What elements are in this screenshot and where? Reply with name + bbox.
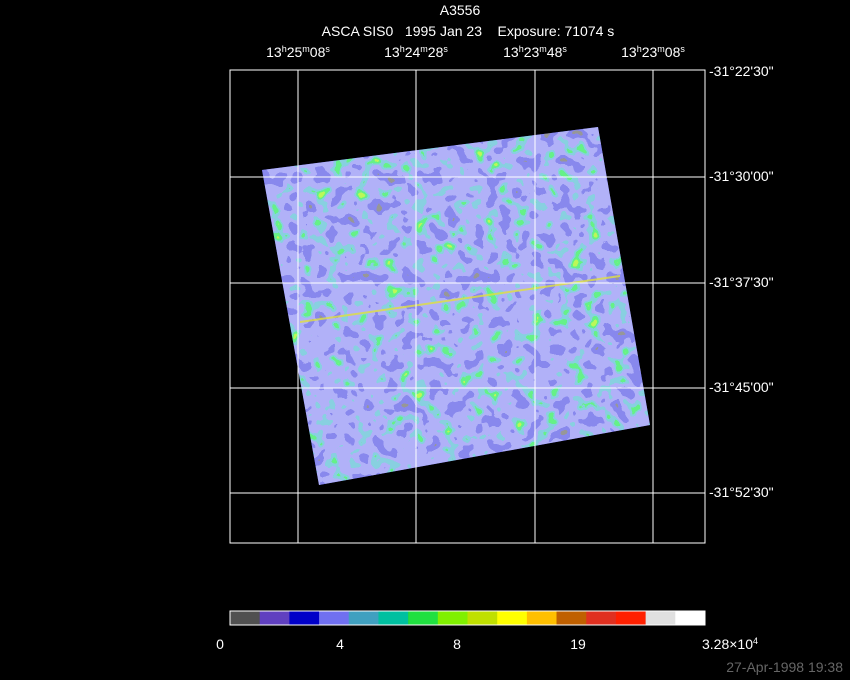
ra-label: 13h23m08s	[621, 44, 685, 60]
label-part: 48	[547, 44, 563, 60]
label-part: 23	[524, 44, 540, 60]
label-part: 08	[310, 44, 326, 60]
colorbar-label: 0	[216, 636, 224, 652]
superscript: s	[325, 44, 330, 54]
colorbar-cell	[645, 611, 676, 625]
colorbar-cell	[408, 611, 439, 625]
colorbar-cell	[615, 611, 646, 625]
colorbar-cell	[319, 611, 350, 625]
colorbar-cell	[586, 611, 617, 625]
superscript: s	[680, 44, 685, 54]
dec-label: -31°37'30"	[709, 274, 774, 290]
colorbar-cell	[259, 611, 290, 625]
coordinate-grid	[229, 69, 706, 544]
streak	[299, 275, 621, 323]
label-part: 23	[642, 44, 658, 60]
colorbar-label: 8	[453, 636, 461, 652]
label-part: 3.28×10	[702, 636, 753, 652]
superscript: s	[443, 44, 448, 54]
ra-label: 13h24m28s	[384, 44, 448, 60]
colorbar-cell	[526, 611, 557, 625]
label-part: 13	[384, 44, 400, 60]
superscript: h	[400, 44, 405, 54]
dec-label: -31°22'30"	[709, 63, 774, 79]
sky-image	[262, 127, 650, 485]
dec-label: -31°45'00"	[709, 379, 774, 395]
label-part: 13	[621, 44, 637, 60]
colorbar-cell	[556, 611, 587, 625]
superscript: s	[562, 44, 567, 54]
label-part: 0	[216, 636, 224, 652]
label-part: 19	[570, 636, 586, 652]
superscript: h	[519, 44, 524, 54]
colorbar-frame	[229, 610, 706, 626]
superscript: m	[657, 44, 665, 54]
subtitle: ASCA SIS0 1995 Jan 23 Exposure: 71074 s	[322, 23, 615, 39]
colorbar-cell	[230, 611, 260, 625]
superscript: m	[539, 44, 547, 54]
label-part: 25	[287, 44, 303, 60]
dec-label: -31°52'30"	[709, 484, 774, 500]
label-part: 24	[405, 44, 421, 60]
colorbar-cell	[348, 611, 379, 625]
colorbar-cell	[378, 611, 409, 625]
colorbar-cell	[437, 611, 468, 625]
label-part: 8	[453, 636, 461, 652]
colorbar-cell	[675, 611, 706, 625]
frame	[229, 69, 706, 544]
colorbar-label: 3.28×104	[702, 636, 758, 652]
colorbar-cell	[497, 611, 528, 625]
label-part: 4	[336, 636, 344, 652]
superscript: m	[420, 44, 428, 54]
footer-timestamp: 27-Apr-1998 19:38	[726, 659, 843, 675]
superscript: m	[302, 44, 310, 54]
superscript: h	[637, 44, 642, 54]
superscript: 4	[753, 636, 758, 646]
label-part: 08	[665, 44, 681, 60]
label-part: 28	[428, 44, 444, 60]
colorbar-cell	[289, 611, 320, 625]
ra-label: 13h25m08s	[266, 44, 330, 60]
colorbar-cell	[467, 611, 498, 625]
colorbar-label: 19	[570, 636, 586, 652]
label-part: 13	[503, 44, 519, 60]
dec-label: -31°30'00"	[709, 168, 774, 184]
colorbar-label: 4	[336, 636, 344, 652]
ra-label: 13h23m48s	[503, 44, 567, 60]
label-part: 13	[266, 44, 282, 60]
title: A3556	[440, 2, 481, 18]
superscript: h	[282, 44, 287, 54]
